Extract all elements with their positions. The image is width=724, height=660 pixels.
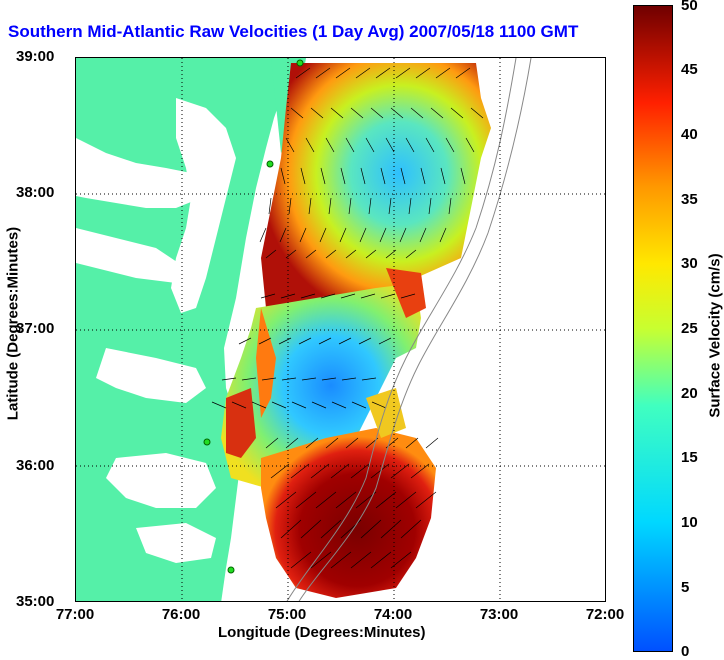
colorbar-tick: 20 [681, 385, 698, 402]
colorbar [633, 5, 673, 652]
y-tick-label: 38:00 [16, 184, 55, 201]
colorbar-tick: 30 [681, 255, 698, 272]
colorbar-tick: 0 [681, 643, 690, 660]
station-marker [296, 59, 304, 67]
y-tick-label: 37:00 [16, 320, 55, 337]
map-plot-area [75, 57, 606, 602]
colorbar-label: Surface Velocity (cm/s) [706, 253, 724, 418]
colorbar-tick: 50 [681, 0, 698, 14]
x-tick-label: 73:00 [479, 606, 519, 623]
velocity-arrows [211, 67, 484, 569]
map-title: Southern Mid-Atlantic Raw Velocities (1 … [8, 22, 579, 41]
velocity-map-svg [76, 58, 605, 601]
station-marker [266, 160, 274, 168]
colorbar-tick: 40 [681, 126, 698, 143]
x-tick-label: 77:00 [55, 606, 95, 623]
bay-water [76, 98, 236, 563]
colorbar-gradient [634, 6, 672, 651]
colorbar-tick: 45 [681, 61, 698, 78]
colorbar-tick: 10 [681, 514, 698, 531]
colorbar-tick: 25 [681, 320, 698, 337]
station-marker [203, 438, 211, 446]
y-tick-label: 36:00 [16, 457, 55, 474]
colorbar-tick: 5 [681, 579, 690, 596]
colorbar-tick: 35 [681, 191, 698, 208]
radar-stations [203, 59, 304, 574]
station-marker [227, 566, 235, 574]
bathymetry-contours [286, 58, 532, 601]
y-tick-label: 35:00 [16, 593, 55, 610]
x-axis-label: Longitude (Degrees:Minutes) [218, 624, 426, 641]
x-tick-label: 76:00 [161, 606, 201, 623]
x-tick-label: 74:00 [373, 606, 413, 623]
grid-lines [76, 58, 605, 601]
x-tick-label: 75:00 [267, 606, 307, 623]
y-axis-label: Latitude (Degrees:Minutes) [4, 226, 22, 421]
x-tick-label: 72:00 [585, 606, 625, 623]
y-tick-label: 39:00 [16, 48, 55, 65]
colorbar-tick: 15 [681, 449, 698, 466]
